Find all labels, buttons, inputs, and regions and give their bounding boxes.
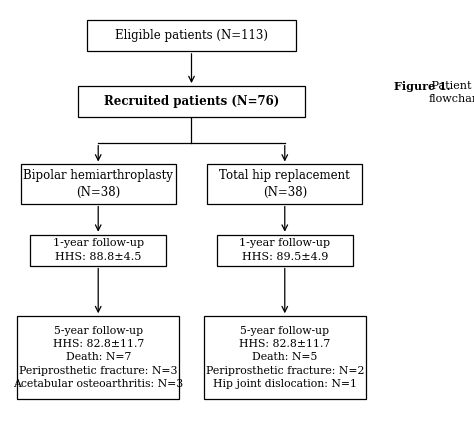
- Text: Eligible patients (N=113): Eligible patients (N=113): [115, 29, 268, 42]
- FancyBboxPatch shape: [217, 235, 353, 266]
- Text: Recruited patients (N=76): Recruited patients (N=76): [104, 95, 279, 108]
- Text: Bipolar hemiarthroplasty
(N=38): Bipolar hemiarthroplasty (N=38): [23, 169, 173, 199]
- Text: Total hip replacement
(N=38): Total hip replacement (N=38): [219, 169, 350, 199]
- Text: 5-year follow-up
HHS: 82.8±11.7
Death: N=5
Periprosthetic fracture: N=2
Hip join: 5-year follow-up HHS: 82.8±11.7 Death: N…: [206, 326, 364, 389]
- FancyBboxPatch shape: [78, 86, 305, 117]
- FancyBboxPatch shape: [208, 164, 362, 204]
- FancyBboxPatch shape: [21, 164, 175, 204]
- Text: 5-year follow-up
HHS: 82.8±11.7
Death: N=7
Periprosthetic fracture: N=3
Acetabul: 5-year follow-up HHS: 82.8±11.7 Death: N…: [13, 326, 183, 389]
- Text: 1-year follow-up
HHS: 89.5±4.9: 1-year follow-up HHS: 89.5±4.9: [239, 239, 330, 262]
- FancyBboxPatch shape: [30, 235, 166, 266]
- Text: 1-year follow-up
HHS: 88.8±4.5: 1-year follow-up HHS: 88.8±4.5: [53, 239, 144, 262]
- FancyBboxPatch shape: [18, 316, 179, 399]
- FancyBboxPatch shape: [204, 316, 365, 399]
- Text: Figure 1.: Figure 1.: [394, 81, 450, 92]
- FancyBboxPatch shape: [87, 20, 296, 51]
- Text: Patient
flowchart.: Patient flowchart.: [428, 81, 474, 104]
